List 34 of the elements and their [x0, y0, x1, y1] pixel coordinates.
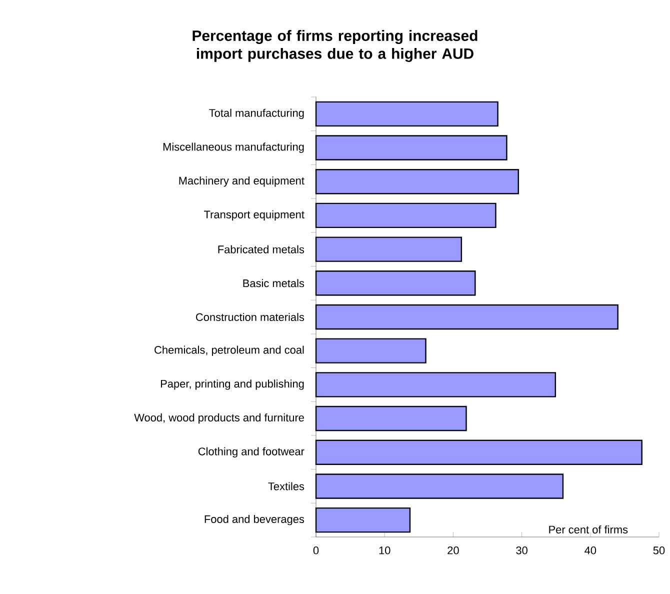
bar	[315, 236, 462, 262]
bar	[315, 440, 642, 465]
y-tick-label: Clothing and footwear	[198, 447, 304, 458]
bar	[315, 507, 411, 533]
bar	[315, 270, 476, 296]
y-tick-label: Transport equipment	[204, 210, 304, 221]
bar	[315, 338, 426, 364]
y-tick-label: Chemicals, petroleum and coal	[154, 346, 304, 356]
y-tick-label: Basic metals	[243, 279, 304, 288]
x-tick-label: 10	[379, 546, 390, 554]
bar	[315, 474, 564, 499]
x-tick-label: 30	[516, 546, 528, 554]
y-tick-label: Food and beverages	[204, 514, 304, 526]
y-tick-label: Miscellaneous manufacturing	[163, 142, 304, 153]
bar	[315, 101, 498, 127]
bar	[315, 372, 556, 398]
bar	[315, 135, 508, 160]
y-tick-label: Fabricated metals	[218, 245, 304, 254]
y-tick-label: Total manufacturing	[209, 108, 304, 120]
y-tick-label: Paper, printing and publishing	[160, 380, 304, 390]
x-tick-label: 20	[448, 546, 459, 554]
x-tick-label: 40	[584, 546, 596, 554]
bar	[315, 202, 496, 228]
bar	[315, 169, 519, 194]
bar	[315, 304, 618, 330]
y-tick-label: Machinery and equipment	[179, 176, 304, 187]
x-tick-label: 0	[313, 546, 319, 554]
y-tick-label: Wood, wood products and furniture	[134, 413, 304, 424]
y-tick-label: Textiles	[268, 482, 304, 490]
chart-title: Percentage of firms reporting increased import purchases due to a higher AUD	[192, 30, 478, 62]
x-tick-label: 50	[653, 546, 665, 554]
y-tick-label: Construction materials	[196, 312, 304, 322]
x-axis-title: Per cent of firms	[549, 525, 628, 534]
bar	[315, 406, 467, 432]
